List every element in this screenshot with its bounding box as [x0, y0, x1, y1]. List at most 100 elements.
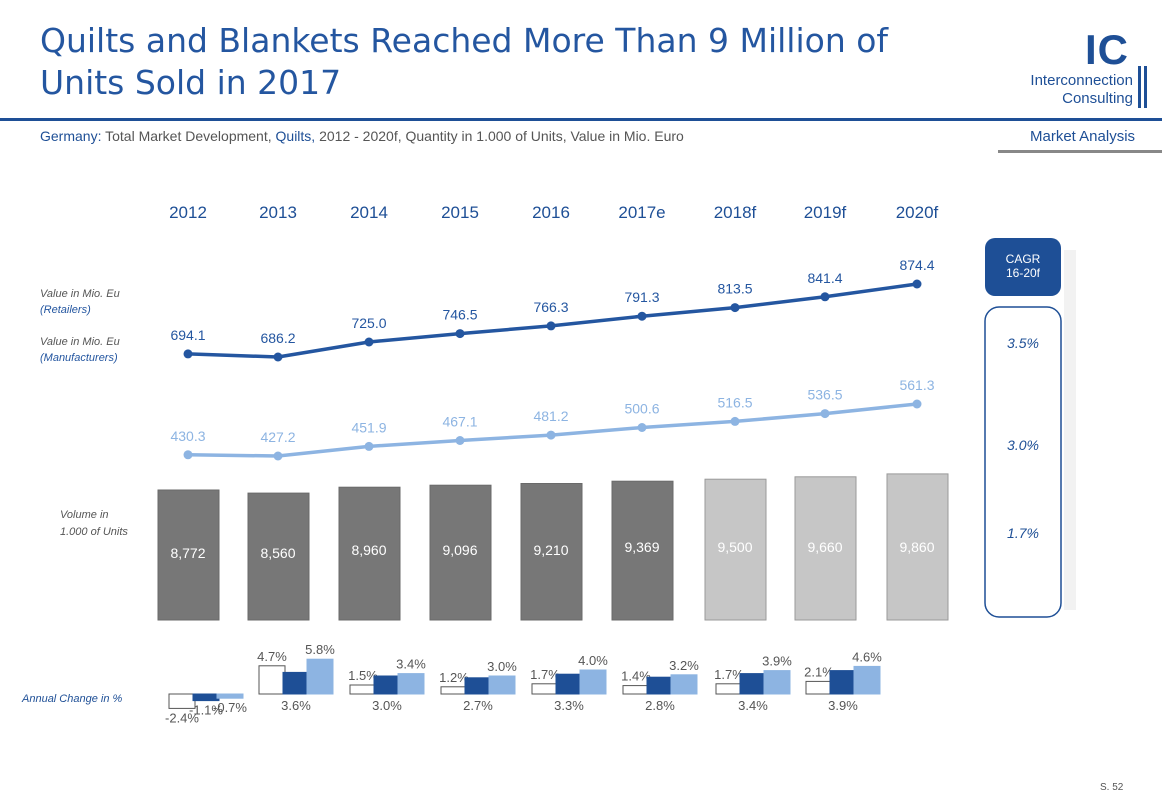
bar-label: 9,500 — [717, 539, 752, 555]
change-bar — [646, 676, 674, 695]
change-label: 2.8% — [645, 698, 675, 713]
change-bar — [805, 680, 833, 695]
volume-bar — [157, 489, 220, 621]
year-label: 2015 — [441, 203, 479, 222]
change-label: 1.4% — [621, 669, 651, 684]
change-bar — [763, 670, 791, 695]
section-label: Market Analysis — [1030, 128, 1136, 145]
logo-line-1: Interconnection — [1030, 72, 1133, 89]
volume-bar — [794, 476, 857, 621]
data-point — [912, 279, 922, 289]
data-label: 725.0 — [351, 315, 386, 331]
year-label: 2012 — [169, 203, 207, 222]
data-point — [273, 451, 283, 461]
data-label: 874.4 — [899, 257, 934, 273]
data-label: 451.9 — [351, 419, 386, 435]
cagr-value: 3.5% — [1007, 335, 1039, 351]
change-label: 3.0% — [372, 698, 402, 713]
title-line-1: Quilts and Blankets Reached More Than 9 … — [40, 21, 889, 60]
data-label: 427.2 — [260, 429, 295, 445]
series-line — [187, 282, 918, 359]
change-label: 3.6% — [281, 698, 311, 713]
change-label: -1.1% — [189, 703, 223, 718]
volume-bar — [704, 478, 767, 621]
change-bar — [258, 665, 286, 695]
change-label: 3.2% — [669, 658, 699, 673]
data-label: 746.5 — [442, 307, 477, 323]
row-label: 1.000 of Units — [60, 526, 128, 538]
year-label: 2019f — [804, 203, 847, 222]
change-label: 4.6% — [852, 649, 882, 664]
change-label: 1.7% — [530, 667, 560, 682]
title-line-2: Units Sold in 2017 — [40, 63, 342, 102]
change-label: -0.7% — [213, 700, 247, 715]
data-point — [637, 311, 647, 321]
subtitle-country: Germany: — [40, 128, 102, 144]
data-point — [183, 450, 193, 460]
change-bar — [622, 685, 650, 695]
data-label: 467.1 — [442, 414, 477, 430]
change-label: 3.4% — [738, 698, 768, 713]
change-label: -2.4% — [165, 710, 199, 725]
data-label: 694.1 — [170, 327, 205, 343]
bar-label: 8,560 — [260, 545, 295, 561]
change-bar — [282, 671, 310, 695]
data-point — [455, 436, 465, 445]
change-bar — [349, 684, 377, 695]
row-label: Volume in — [60, 509, 109, 521]
change-bar — [715, 683, 743, 695]
data-point — [455, 329, 465, 339]
subtitle-product: Quilts, — [275, 128, 316, 144]
change-label: 4.7% — [257, 649, 287, 664]
volume-bar — [611, 480, 674, 621]
change-bar — [531, 683, 559, 695]
change-bar — [464, 677, 492, 695]
year-label: 2013 — [259, 203, 297, 222]
data-label: 500.6 — [624, 401, 659, 417]
year-label: 2017e — [618, 203, 665, 222]
change-bar — [670, 674, 698, 695]
header-rule — [0, 118, 1162, 121]
bar-label: 8,960 — [351, 542, 386, 558]
logo-bar — [1138, 66, 1141, 108]
company-logo: IC Interconnection Consulting — [985, 26, 1155, 110]
data-point — [730, 303, 740, 313]
data-point — [912, 399, 922, 409]
bar-label: 9,210 — [533, 542, 568, 558]
data-label: 841.4 — [807, 270, 842, 286]
data-label: 766.3 — [533, 299, 568, 315]
cagr-header-line: 16-20f — [1006, 266, 1041, 280]
change-label: 4.0% — [578, 653, 608, 668]
section-rule — [998, 150, 1162, 153]
change-bar — [373, 675, 401, 695]
logo-mark: IC — [1085, 26, 1129, 73]
change-label: 1.2% — [439, 670, 469, 685]
cagr-header-line: CAGR — [1006, 252, 1041, 266]
change-bar — [579, 669, 607, 695]
bar-label: 8,772 — [170, 545, 205, 561]
data-point — [546, 321, 556, 331]
data-label: 813.5 — [717, 281, 752, 297]
subtitle-post: 2012 - 2020f, Quantity in 1.000 of Units… — [315, 128, 684, 144]
bar-label: 9,660 — [807, 539, 842, 555]
volume-bar — [247, 492, 310, 621]
change-label: 1.7% — [714, 667, 744, 682]
change-bar — [555, 673, 583, 695]
data-point — [364, 441, 374, 451]
change-bar — [440, 686, 468, 695]
cagr-value: 1.7% — [1007, 525, 1039, 541]
year-label: 2018f — [714, 203, 757, 222]
change-label: 3.4% — [396, 657, 426, 672]
cagr-shadow — [1064, 250, 1076, 610]
row-label: Value in Mio. Eu — [40, 288, 120, 300]
data-point — [273, 352, 283, 362]
bar-label: 9,369 — [624, 539, 659, 555]
data-label: 481.2 — [533, 408, 568, 424]
cagr-box — [984, 306, 1062, 618]
year-label: 2014 — [350, 203, 388, 222]
change-bar — [853, 665, 881, 695]
data-point — [820, 409, 830, 419]
change-label: 5.8% — [305, 642, 335, 657]
change-bar — [739, 673, 767, 695]
data-label: 686.2 — [260, 330, 295, 346]
